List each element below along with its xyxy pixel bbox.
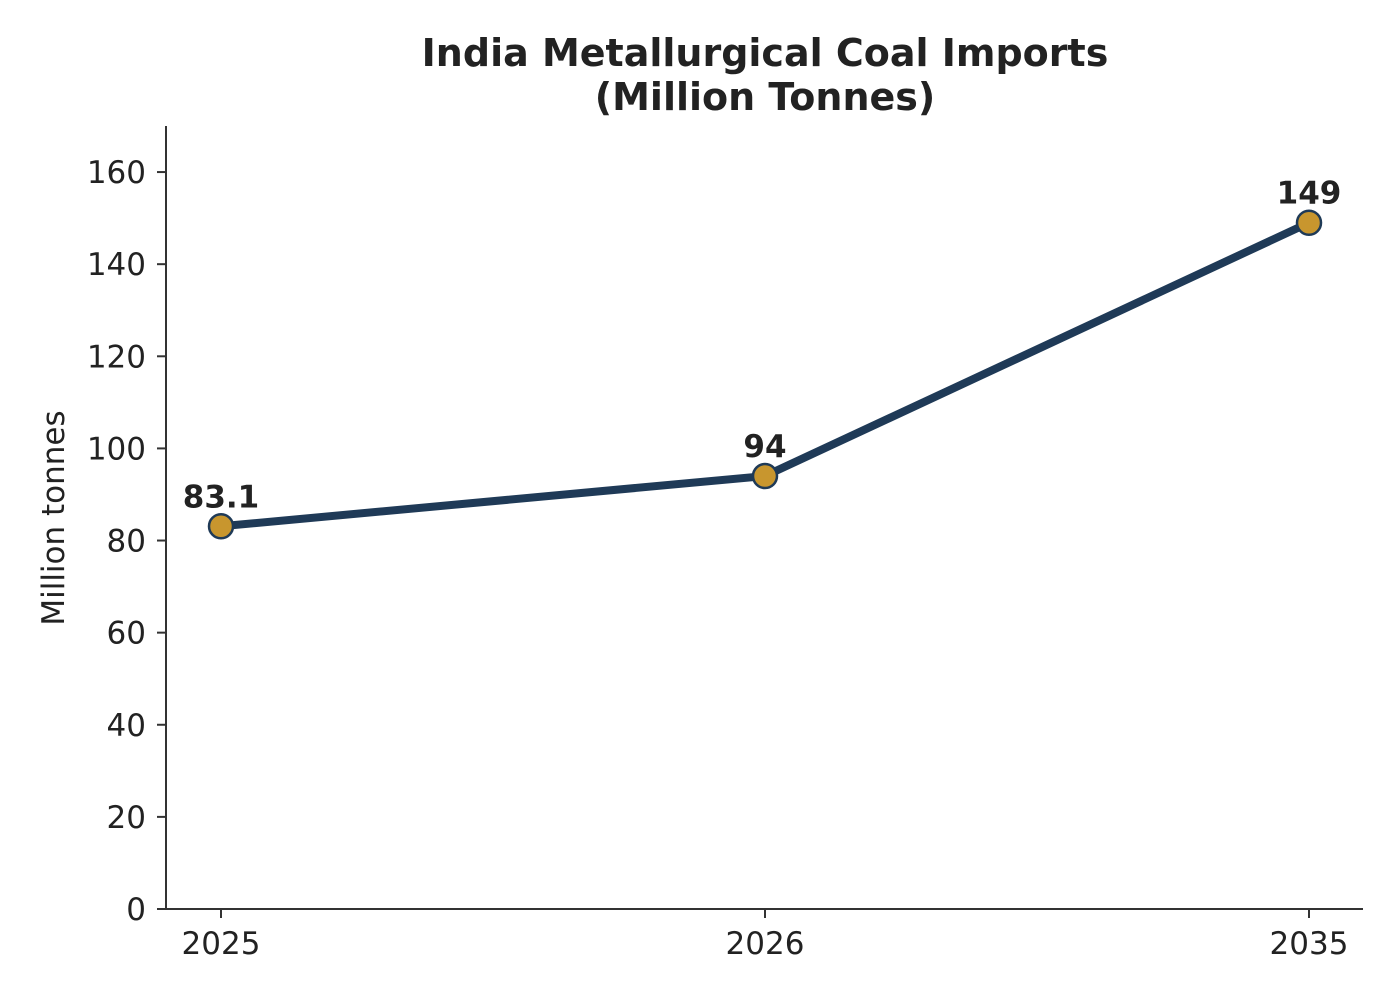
y-tick-label: 40 (107, 708, 146, 744)
y-tick-label: 60 (107, 616, 146, 652)
data-label: 94 (743, 429, 786, 465)
y-tick-label: 100 (87, 431, 146, 467)
y-tick-label: 140 (87, 247, 146, 283)
y-axis-label: Million tonnes (36, 410, 72, 625)
chart-title-line-1: India Metallurgical Coal Imports (422, 31, 1109, 75)
y-tick-label: 20 (107, 800, 146, 836)
plot-area: 83.1 94 149 (183, 176, 1342, 540)
data-point (1295, 209, 1323, 236)
x-tick-label: 2025 (182, 926, 261, 962)
x-tick-label: 2035 (1270, 926, 1349, 962)
data-label: 83.1 (183, 479, 260, 515)
x-tick-label: 2026 (726, 926, 805, 962)
y-tick-label: 80 (107, 524, 146, 560)
y-tick-label: 0 (126, 892, 146, 928)
data-label: 149 (1277, 176, 1342, 212)
data-point (207, 513, 235, 540)
y-tick-label: 120 (87, 339, 146, 375)
y-tick-label: 160 (87, 155, 146, 191)
chart-title-line-2: (Million Tonnes) (595, 75, 936, 119)
data-point (751, 462, 779, 490)
axes: 0 20 40 60 80 100 120 140 160 2025 2026 2035 (87, 126, 1363, 962)
